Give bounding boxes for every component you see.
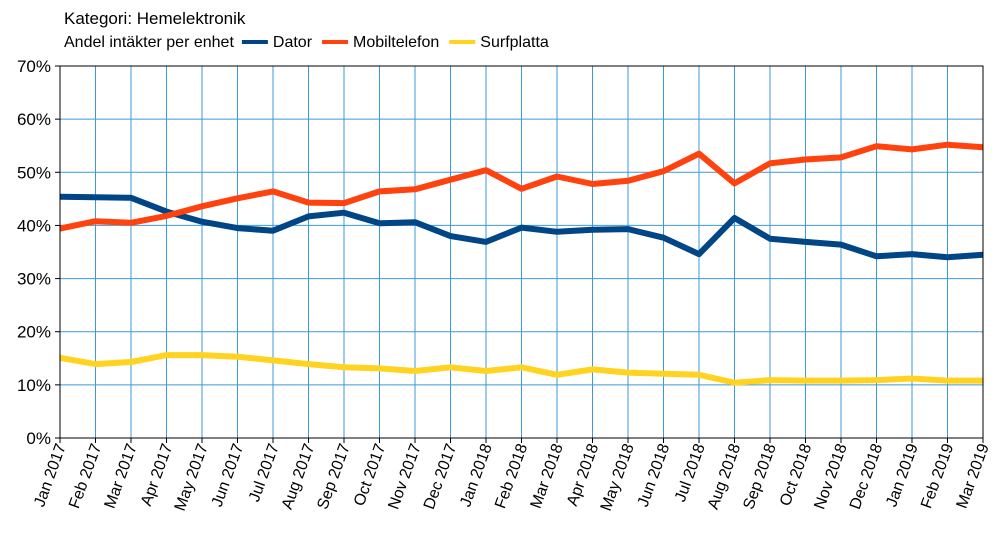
plot-frame [59,65,984,439]
x-tick-label: Mar 2019 [954,441,993,510]
x-tick-label: Mar 2018 [528,441,567,510]
x-tick-label: May 2017 [172,441,212,513]
x-tick-label: Feb 2017 [66,441,105,510]
x-tick-label: Aug 2017 [279,441,318,511]
x-tick-label: Nov 2017 [385,441,424,511]
y-tick-label: 10% [17,376,51,395]
x-tick-label: Sep 2017 [314,441,353,511]
x-tick-label: Apr 2017 [138,441,176,508]
x-tick-label: Oct 2018 [777,441,815,508]
series-lines [59,141,984,386]
x-tick-label: Feb 2019 [918,441,957,510]
series-line-surfplatta [59,352,983,386]
x-tick-label: Dec 2018 [847,441,886,511]
legend-label-surfplatta: Surfplatta [480,34,549,51]
y-tick-label: 70% [17,57,51,76]
x-tick-label: Jun 2018 [635,441,674,509]
x-tick-label: Jan 2019 [883,441,922,509]
x-tick-label: May 2018 [598,441,638,513]
x-tick-label: Nov 2018 [811,441,850,511]
legend-label-dator: Dator [273,34,313,51]
series-line-mobiltelefon [59,141,984,232]
y-tick-label: 60% [17,110,51,129]
x-tick-label: Apr 2018 [564,441,602,508]
x-tick-label: Feb 2018 [492,441,531,510]
series-line-dator [59,193,984,261]
x-tick-label: Jul 2017 [246,441,283,504]
chart-subtitle: Andel intäkter per enhet [64,34,234,51]
y-tick-label: 20% [17,323,51,342]
chart-title: Kategori: Hemelektronik [64,9,246,28]
y-tick-label: 0% [26,429,51,448]
x-tick-label: Jul 2018 [672,441,709,504]
x-tick-label: Aug 2018 [705,441,744,511]
y-tick-label: 50% [17,163,51,182]
x-tick-label: Dec 2017 [421,441,460,511]
x-tick-label: Jan 2018 [457,441,496,509]
legend-label-mobiltelefon: Mobiltelefon [353,34,439,51]
x-tick-label: Sep 2018 [740,441,779,511]
y-tick-label: 40% [17,216,51,235]
legend: Dator Mobiltelefon Surfplatta [241,34,549,51]
x-tick-label: Jan 2017 [31,441,70,509]
y-tick-label: 30% [17,270,51,289]
x-tick-label: Oct 2017 [351,441,389,508]
x-tick-label: Jun 2017 [209,441,248,509]
y-axis: 0% 10% 20% 30% 40% 50% 60% 70% [17,57,60,448]
x-tick-label: Mar 2017 [102,441,141,510]
